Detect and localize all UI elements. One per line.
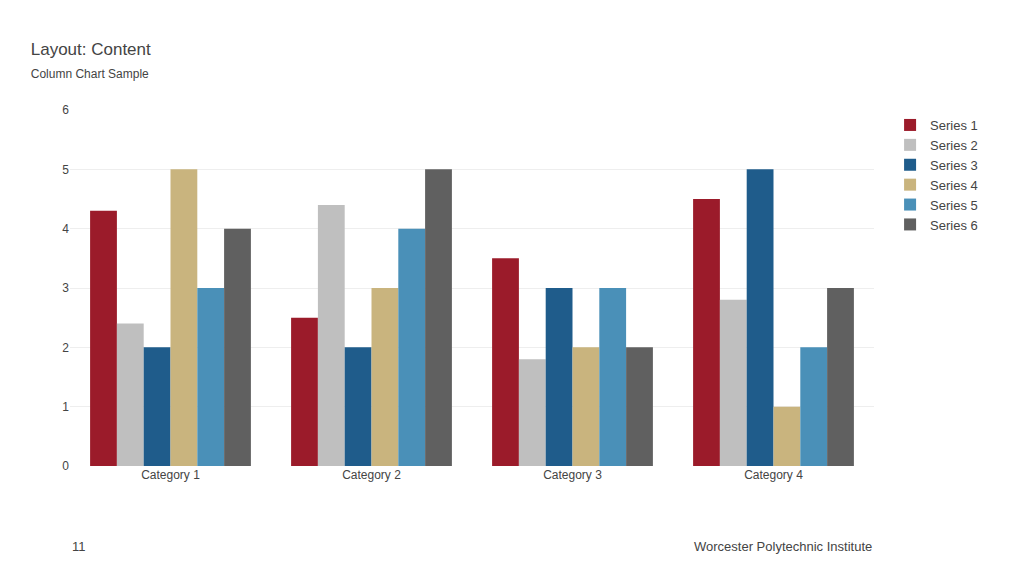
svg-text:2: 2 (62, 341, 69, 355)
svg-text:Category 3: Category 3 (543, 468, 602, 482)
svg-text:Series 4: Series 4 (930, 178, 978, 193)
svg-text:Series 5: Series 5 (930, 198, 978, 213)
svg-text:Category 1: Category 1 (141, 468, 200, 482)
svg-text:0: 0 (62, 459, 69, 473)
svg-text:4: 4 (62, 222, 69, 236)
svg-text:Series 6: Series 6 (930, 218, 978, 233)
svg-text:5: 5 (62, 163, 69, 177)
svg-text:6: 6 (62, 103, 69, 117)
svg-text:Category 4: Category 4 (744, 468, 803, 482)
svg-text:1: 1 (62, 400, 69, 414)
svg-text:Series 2: Series 2 (930, 138, 978, 153)
svg-text:3: 3 (62, 281, 69, 295)
svg-text:11: 11 (72, 539, 86, 554)
svg-text:Layout: Content: Layout: Content (31, 40, 151, 59)
svg-text:Column Chart Sample: Column Chart Sample (31, 67, 149, 81)
svg-text:Category 2: Category 2 (342, 468, 401, 482)
svg-text:Series 3: Series 3 (930, 158, 978, 173)
svg-text:Worcester Polytechnic Institut: Worcester Polytechnic Institute (694, 539, 872, 554)
svg-text:Series 1: Series 1 (930, 118, 978, 133)
